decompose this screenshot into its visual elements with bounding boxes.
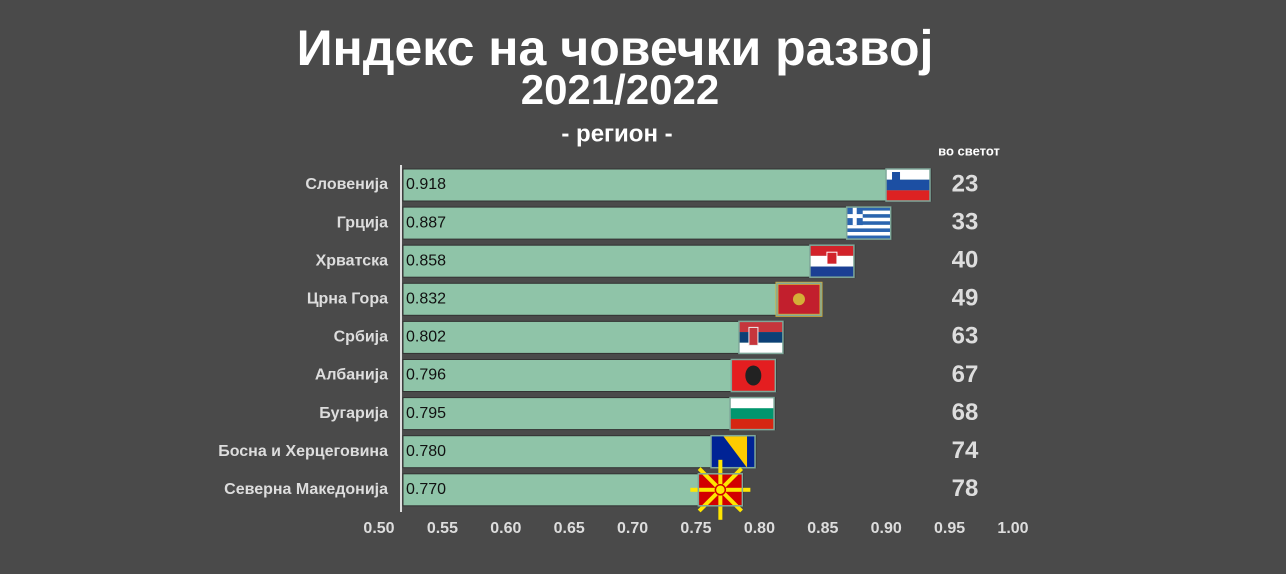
rank-label: 67 — [952, 361, 979, 388]
rank-label: 40 — [952, 247, 979, 274]
y-tick-label: Бугарија — [319, 405, 388, 422]
y-tick-label: Северна Македонија — [224, 481, 388, 498]
flag-border — [776, 282, 822, 317]
value-label: 0.796 — [406, 367, 446, 384]
flag-part — [846, 210, 891, 215]
flag-part — [846, 235, 891, 240]
value-label: 0.858 — [406, 252, 446, 269]
bar — [402, 397, 776, 431]
x-tick-label: 1.00 — [997, 520, 1028, 537]
x-tick-label: 0.50 — [363, 520, 394, 537]
y-tick-label: Црна Гора — [307, 291, 388, 308]
flag-part — [738, 332, 783, 343]
value-label: 0.770 — [406, 481, 446, 498]
flag-border — [730, 358, 777, 393]
chart-title: Индекс на човечки развој — [297, 20, 934, 76]
flag-part — [846, 214, 863, 219]
flag-border — [738, 320, 784, 355]
bar — [402, 320, 785, 354]
chart-title-year: 2021/2022 — [521, 66, 720, 113]
flag-part — [846, 217, 891, 222]
bar — [402, 359, 777, 392]
flag-border — [729, 396, 775, 431]
y-tick-label: Словенија — [305, 176, 388, 193]
y-tick-label: Босна и Херцеговина — [218, 443, 388, 460]
value-label: 0.832 — [406, 291, 446, 308]
x-tick-label: 0.95 — [934, 520, 965, 537]
y-tick-label: Хрватска — [316, 252, 389, 269]
x-tick-label: 0.85 — [807, 520, 838, 537]
value-label: 0.918 — [406, 176, 446, 193]
flag-part — [723, 435, 748, 468]
x-tick-label: 0.55 — [427, 520, 458, 537]
flag-part — [809, 245, 854, 256]
x-tick-label: 0.90 — [871, 520, 902, 537]
flag-part — [846, 224, 891, 229]
x-tick-label: 0.65 — [554, 520, 585, 537]
x-tick-label: 0.60 — [490, 520, 521, 537]
flag-border — [845, 206, 892, 240]
flag — [845, 206, 892, 240]
bar — [402, 168, 932, 202]
y-tick-label: Грција — [337, 214, 388, 231]
value-label: 0.802 — [406, 329, 446, 346]
rank-label: 63 — [952, 323, 979, 350]
flag — [730, 358, 777, 393]
flag — [738, 320, 784, 355]
flag-part — [886, 190, 931, 201]
flag-part — [745, 365, 762, 386]
flag-border — [809, 244, 855, 278]
x-tick-label: 0.80 — [744, 520, 775, 537]
bar — [402, 282, 823, 316]
flag-part — [730, 418, 775, 430]
flag — [885, 168, 931, 202]
rank-label: 49 — [952, 285, 979, 312]
flag-part — [730, 397, 775, 409]
bar — [402, 244, 856, 278]
chart-subtitle: - регион - — [561, 120, 672, 147]
flag-part — [738, 342, 783, 354]
bar — [402, 206, 893, 240]
value-label: 0.780 — [406, 443, 446, 460]
rank-label: 33 — [952, 208, 979, 235]
rank-label: 68 — [952, 399, 979, 426]
x-tick-label: 0.75 — [680, 520, 711, 537]
flag-part — [730, 408, 775, 419]
flag — [690, 459, 751, 520]
flag-border — [697, 473, 744, 507]
flag-part — [846, 231, 891, 236]
flag-part — [792, 293, 805, 306]
flag — [775, 281, 823, 317]
flag-part — [846, 214, 891, 218]
x-tick-label: 0.70 — [617, 520, 648, 537]
flag-part — [809, 266, 854, 278]
flag-border — [885, 168, 931, 202]
flag-part — [886, 179, 931, 191]
rank-label: 78 — [952, 475, 979, 502]
flag-border — [710, 434, 756, 469]
flag — [710, 434, 756, 469]
flag-part — [714, 484, 727, 496]
value-label: 0.887 — [406, 214, 446, 231]
rank-label: 74 — [952, 437, 979, 464]
rank-label: 23 — [952, 170, 979, 197]
flag-part — [738, 321, 783, 333]
value-label: 0.795 — [406, 405, 446, 422]
flag-part — [748, 326, 759, 346]
flag-part — [846, 228, 891, 232]
flag-part — [892, 172, 901, 181]
flag-part — [886, 169, 931, 180]
rank-header: во светот — [938, 143, 1000, 158]
y-tick-label: Албанија — [315, 367, 388, 384]
y-tick-label: Србија — [334, 329, 388, 346]
flag-part — [826, 251, 838, 265]
flag-part — [846, 221, 891, 225]
bar — [402, 435, 757, 469]
flag-part — [846, 207, 891, 211]
flag — [809, 244, 855, 278]
flag — [729, 396, 775, 431]
